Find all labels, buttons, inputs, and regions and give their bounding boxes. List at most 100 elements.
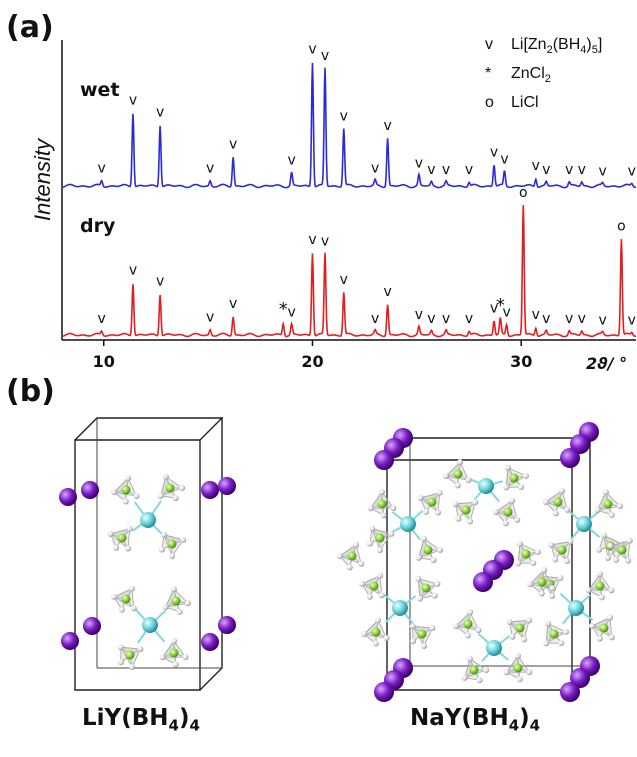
h-atom <box>455 515 462 522</box>
peak-marker: v <box>542 162 550 178</box>
li-atom <box>59 488 77 506</box>
h-atom <box>129 663 136 670</box>
peak-marker: v <box>229 137 237 153</box>
na-atom <box>374 450 394 470</box>
x-tick-label: 10 <box>93 352 115 371</box>
y-atom <box>142 617 158 633</box>
h-atom <box>585 587 592 594</box>
h-atom <box>380 512 387 519</box>
h-atom <box>552 510 559 517</box>
h-atom <box>179 485 186 492</box>
peak-marker: v <box>415 155 423 171</box>
h-atom <box>562 628 569 635</box>
trace-label-dry: dry <box>80 215 116 237</box>
h-atom <box>502 520 509 527</box>
panel-b-label: (b) <box>6 374 55 409</box>
h-atom <box>157 492 164 499</box>
bh4-tetrahedron <box>452 499 479 525</box>
panel-a-label: (a) <box>6 10 54 45</box>
h-atom <box>162 473 169 480</box>
legend-item: v Li[Zn2(BH4)5] <box>485 36 602 56</box>
h-atom <box>530 559 537 566</box>
x-tick-label: 30 <box>510 352 532 371</box>
bh4-tetrahedron <box>111 475 140 505</box>
h-atom <box>161 531 168 538</box>
h-atom <box>518 483 525 490</box>
li-atom <box>61 632 79 650</box>
peak-marker: v <box>565 311 573 327</box>
h-atom <box>430 557 437 564</box>
h-atom <box>596 635 603 642</box>
h-atom <box>464 632 471 639</box>
trace-label-wet: wet <box>80 79 120 101</box>
b-atom <box>171 596 181 606</box>
h-atom <box>457 459 464 466</box>
peak-marker: v <box>628 312 636 328</box>
h-atom <box>541 567 548 574</box>
bh4-tetrahedron <box>415 535 444 564</box>
h-atom <box>598 594 605 601</box>
h-atom <box>608 587 615 594</box>
peak-marker: v <box>383 118 391 134</box>
peak-marker: v <box>371 161 379 177</box>
h-atom <box>503 669 510 676</box>
h-atom <box>125 545 132 552</box>
h-atom <box>547 541 554 548</box>
b-atom <box>167 539 177 549</box>
b-atom <box>121 485 131 495</box>
h-atom <box>159 654 166 661</box>
trace-dry <box>61 205 637 338</box>
y-axis-label: Intensity <box>30 137 55 221</box>
h-atom <box>517 540 523 547</box>
b-atom <box>537 577 547 587</box>
b-atom <box>469 665 479 675</box>
h-atom <box>359 580 366 587</box>
unit-cell-top <box>386 437 592 461</box>
h-atom <box>625 557 632 564</box>
b-atom <box>453 469 463 479</box>
h-atom <box>353 541 360 548</box>
peak-marker: v <box>442 162 450 178</box>
h-atom <box>388 530 395 537</box>
h-atom <box>383 635 390 642</box>
b-atom <box>417 629 427 639</box>
h-atom <box>608 511 615 518</box>
bh4-tetrahedron <box>158 531 187 560</box>
h-atom <box>409 623 416 630</box>
h-atom <box>372 640 379 647</box>
h-atom <box>597 571 603 577</box>
h-atom <box>176 608 183 615</box>
h-atom <box>506 618 513 625</box>
bh4-tetrahedron <box>443 459 472 489</box>
h-atom <box>336 553 343 560</box>
h-atom <box>465 477 472 484</box>
h-atom <box>378 592 385 599</box>
h-atom <box>534 548 541 555</box>
h-atom <box>416 595 423 602</box>
h-atom <box>542 499 549 506</box>
bh4-tetrahedron <box>461 655 490 684</box>
h-atom <box>607 542 614 549</box>
bh4-tetrahedron <box>503 464 529 491</box>
h-atom <box>559 487 566 494</box>
h-atom <box>182 654 189 661</box>
h-atom <box>129 585 135 592</box>
h-atom <box>516 676 523 683</box>
na-atom <box>374 682 394 702</box>
h-atom <box>452 500 459 507</box>
h-atom <box>509 497 516 504</box>
b-atom <box>513 663 523 673</box>
h-atom <box>429 625 436 631</box>
h-atom <box>410 638 417 645</box>
na-atom <box>473 572 493 592</box>
h-atom <box>369 525 376 532</box>
h-atom <box>543 640 550 647</box>
peak-marker: * <box>279 299 288 320</box>
h-atom <box>607 614 613 621</box>
h-atom <box>376 547 383 554</box>
h-atom <box>361 631 368 638</box>
b-atom <box>603 499 613 509</box>
h-atom <box>472 499 479 506</box>
